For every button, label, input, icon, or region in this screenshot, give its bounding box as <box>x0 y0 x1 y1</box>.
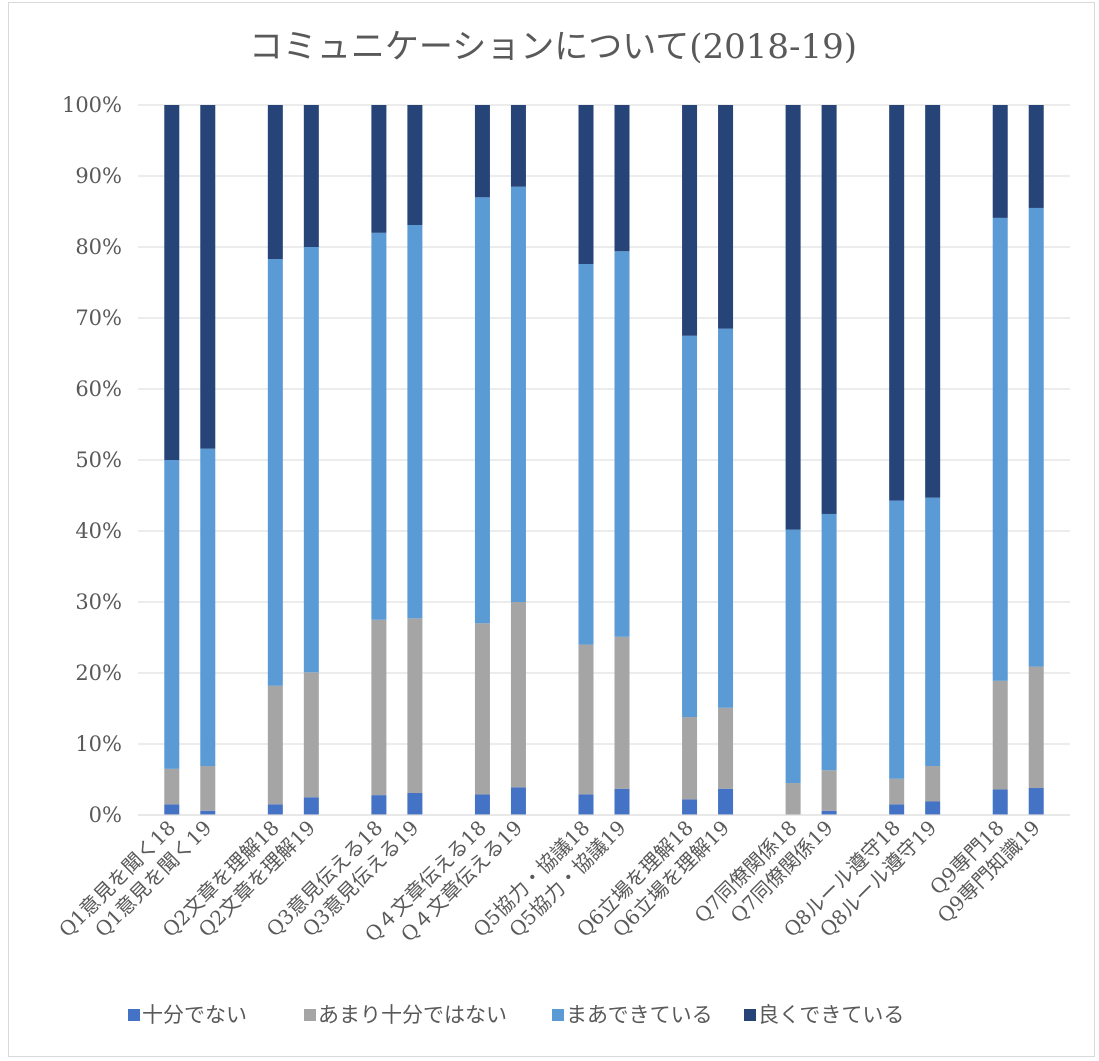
bar-segment <box>578 794 594 815</box>
bar-segment <box>785 783 801 815</box>
bar-segment <box>718 788 734 815</box>
bar-segment <box>614 788 630 815</box>
bar-segment <box>371 232 387 620</box>
bar-segment <box>578 264 594 645</box>
x-axis-labels: Q1意見を聞く18Q1意見を聞く19Q2文章を理解18Q2文章を理解19Q3意見… <box>54 816 1045 947</box>
bar-segment <box>682 799 698 815</box>
y-tick-label: 90% <box>75 164 122 188</box>
bar-segment <box>407 618 423 793</box>
bar-segment <box>371 105 387 233</box>
bar-segment <box>821 810 837 815</box>
bar-segment <box>614 251 630 637</box>
bars <box>164 105 1044 815</box>
bar-segment <box>578 105 594 265</box>
y-axis-ticks: 0% 10% 20% 30% 40% 50% 60% 70% 80% 90% 100% <box>62 93 122 827</box>
bar-segment <box>303 797 319 815</box>
bar-segment <box>925 497 941 767</box>
bar-segment <box>821 770 837 811</box>
bar-segment <box>682 335 698 718</box>
bar-segment <box>925 801 941 815</box>
bar-segment <box>718 105 734 329</box>
bar-segment <box>682 105 698 336</box>
bar-segment <box>1028 666 1044 789</box>
y-tick-label: 80% <box>75 235 122 259</box>
legend-label: まあできている <box>566 1003 713 1027</box>
y-tick-label: 50% <box>75 448 122 472</box>
bar-segment <box>267 259 283 686</box>
y-tick-label: 0% <box>89 803 122 827</box>
bar-segment <box>682 717 698 800</box>
bar-segment <box>992 105 1008 218</box>
bar-segment <box>407 792 423 815</box>
bar-segment <box>474 794 490 815</box>
bar-segment <box>785 105 801 530</box>
bar-segment <box>889 778 905 805</box>
bar-segment <box>785 529 801 784</box>
bar-segment <box>474 197 490 624</box>
bar-segment <box>164 460 180 769</box>
legend-label: あまり十分ではない <box>318 1003 507 1027</box>
legend-label: 良くできている <box>758 1003 904 1027</box>
y-tick-label: 30% <box>75 590 122 614</box>
bar-segment <box>407 105 423 225</box>
bar-segment <box>407 224 423 619</box>
y-tick-label: 10% <box>75 732 122 756</box>
legend: 十分でない あまり十分ではない まあできている 良くできている <box>128 1003 904 1027</box>
bar-segment <box>303 105 319 247</box>
bar-segment <box>1028 207 1044 667</box>
bar-segment <box>578 644 594 795</box>
bar-segment <box>303 672 319 798</box>
bar-segment <box>267 804 283 815</box>
chart-title: コミュニケーションについて(2018-19) <box>249 27 857 67</box>
bar-segment <box>267 105 283 260</box>
bar-segment <box>371 795 387 815</box>
bar-segment <box>821 513 837 771</box>
bar-segment <box>200 766 216 811</box>
legend-swatch <box>744 1009 756 1021</box>
bar-segment <box>821 105 837 514</box>
bar-segment <box>303 247 319 673</box>
chart-frame <box>8 2 1095 1057</box>
legend-swatch <box>128 1009 140 1021</box>
y-tick-label: 40% <box>75 519 122 543</box>
bar-segment <box>992 680 1008 790</box>
legend-label: 十分でない <box>142 1003 247 1027</box>
y-tick-label: 60% <box>75 377 122 401</box>
legend-swatch <box>304 1009 316 1021</box>
bar-segment <box>992 789 1008 815</box>
bar-segment <box>200 448 216 767</box>
bar-segment <box>510 787 526 815</box>
bar-segment <box>889 105 905 501</box>
y-tick-label: 20% <box>75 661 122 685</box>
bar-segment <box>510 602 526 788</box>
bar-segment <box>889 804 905 815</box>
bar-segment <box>925 766 941 802</box>
bar-segment <box>164 105 180 460</box>
bar-segment <box>200 810 216 815</box>
bar-segment <box>164 804 180 815</box>
legend-swatch <box>552 1009 564 1021</box>
bar-segment <box>474 105 490 198</box>
bar-segment <box>614 105 630 252</box>
bar-segment <box>267 685 283 805</box>
y-tick-label: 70% <box>75 306 122 330</box>
bar-segment <box>200 105 216 449</box>
bar-segment <box>614 636 630 789</box>
gridlines <box>138 104 1070 745</box>
bar-segment <box>925 105 941 498</box>
bar-segment <box>718 328 734 708</box>
bar-segment <box>510 105 526 187</box>
bar-segment <box>1028 105 1044 208</box>
y-tick-label: 100% <box>62 93 122 117</box>
bar-segment <box>371 619 387 796</box>
bar-segment <box>474 623 490 795</box>
bar-segment <box>992 217 1008 681</box>
bar-segment <box>164 768 180 805</box>
bar-segment <box>510 186 526 602</box>
bar-segment <box>718 707 734 789</box>
bar-segment <box>889 500 905 779</box>
bar-segment <box>1028 788 1044 815</box>
